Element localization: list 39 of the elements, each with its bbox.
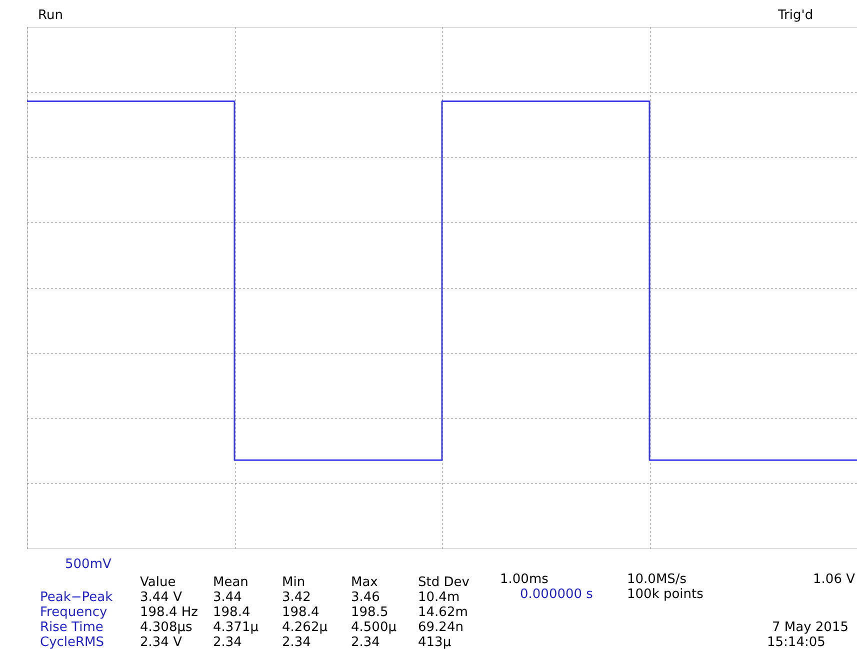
text: 4.262µ — [282, 620, 328, 635]
text: 2.34 — [282, 635, 311, 649]
text: 7 May 2015 — [772, 620, 848, 635]
text: 14.62m — [418, 605, 468, 620]
text: Peak−Peak — [40, 590, 114, 605]
text: Frequency — [40, 605, 108, 620]
text: Run — [38, 8, 63, 23]
text: Std Dev — [418, 575, 470, 590]
text: 4.500µ — [351, 620, 396, 635]
text: Rise Time — [40, 620, 104, 635]
text: 15:14:05 — [767, 635, 826, 649]
text: 3.42 — [282, 590, 311, 605]
text: 3.46 — [351, 590, 380, 605]
text: 0.000000 s — [520, 587, 594, 602]
text: Trig'd — [777, 8, 814, 23]
text: 198.4 — [282, 605, 320, 620]
text: Min — [282, 575, 306, 590]
text: 100k points — [627, 587, 704, 602]
text: 2.34 — [351, 635, 380, 649]
text: 2.34 — [213, 635, 242, 649]
text: 4.371µ — [213, 620, 258, 635]
text: 198.4 — [213, 605, 250, 620]
text: CycleRMS — [40, 635, 104, 649]
text: 2.34 V — [140, 635, 182, 649]
text: Max — [351, 575, 378, 590]
text: Mean — [213, 575, 248, 590]
text: 1.00ms — [500, 572, 549, 587]
text: 1.06 V — [813, 572, 856, 587]
text: 3.44 V — [140, 590, 182, 605]
text: 198.5 — [351, 605, 388, 620]
text: 500mV — [65, 557, 112, 572]
text: 10.4m — [418, 590, 460, 605]
text: 4.308µs — [140, 620, 192, 635]
text: Value — [140, 575, 176, 590]
text: 3.44 — [213, 590, 242, 605]
text: 69.24n — [418, 620, 464, 635]
text: 10.0MS/s — [627, 572, 687, 587]
text: 198.4 Hz — [140, 605, 198, 620]
text: 413µ — [418, 635, 452, 649]
